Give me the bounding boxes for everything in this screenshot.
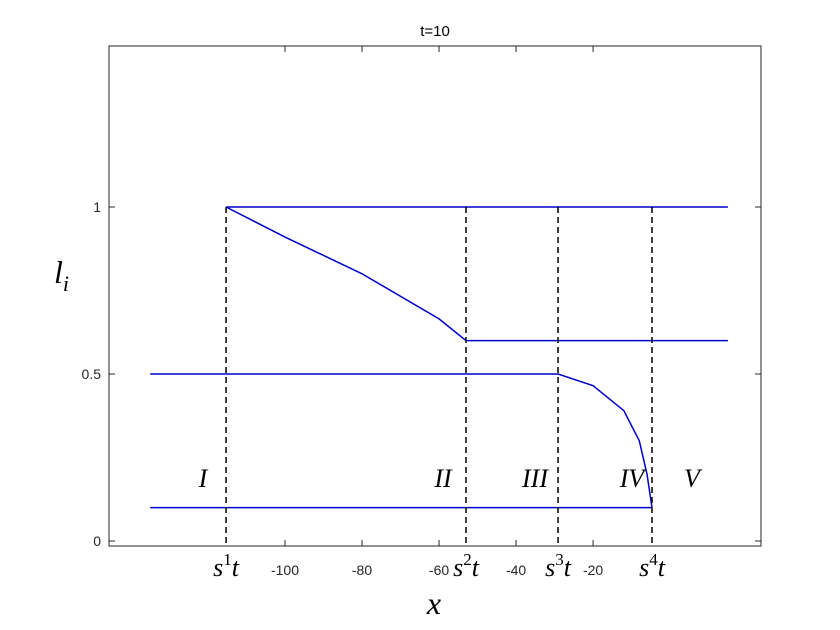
shock-label-tail: t bbox=[564, 553, 572, 582]
chart-title: t=10 bbox=[420, 23, 450, 40]
shock-label-base: s bbox=[453, 553, 463, 582]
y-tick-label: 1 bbox=[93, 199, 101, 215]
shock-label-sup: 3 bbox=[555, 550, 564, 569]
x-axis-label: x bbox=[426, 585, 441, 621]
shock-label-tail: t bbox=[658, 553, 666, 582]
y-label-sub: i bbox=[63, 271, 69, 296]
shock-label: s3t bbox=[545, 550, 572, 582]
shock-label-base: s bbox=[213, 553, 223, 582]
x-tick-label: -40 bbox=[506, 562, 526, 578]
axes-box bbox=[108, 45, 762, 547]
x-tick-label: -20 bbox=[583, 562, 603, 578]
region-label: IV bbox=[619, 464, 648, 493]
shock-label: s1t bbox=[213, 550, 240, 582]
region-label: III bbox=[521, 464, 549, 493]
x-tick-label: -80 bbox=[352, 562, 372, 578]
shock-label-sup: 2 bbox=[463, 550, 472, 569]
y-tick-label: 0 bbox=[93, 533, 101, 549]
shock-label: s4t bbox=[639, 550, 666, 582]
region-label: I bbox=[198, 464, 209, 493]
shock-label-tail: t bbox=[472, 553, 480, 582]
shock-label: s2t bbox=[453, 550, 480, 582]
shock-label-tail: t bbox=[232, 553, 240, 582]
shock-label-base: s bbox=[639, 553, 649, 582]
region-label: II bbox=[433, 464, 453, 493]
y-tick-label: 0.5 bbox=[82, 366, 102, 382]
shock-label-sup: 1 bbox=[223, 550, 232, 569]
y-label-base: l bbox=[54, 254, 63, 290]
x-tick-label: -60 bbox=[429, 562, 449, 578]
data-line bbox=[225, 206, 728, 342]
shock-label-sup: 4 bbox=[649, 550, 658, 569]
x-tick-label: -100 bbox=[271, 562, 299, 578]
data-line bbox=[150, 373, 653, 508]
region-label: V bbox=[684, 464, 703, 493]
y-axis-label: li bbox=[54, 254, 69, 296]
shock-label-base: s bbox=[545, 553, 555, 582]
